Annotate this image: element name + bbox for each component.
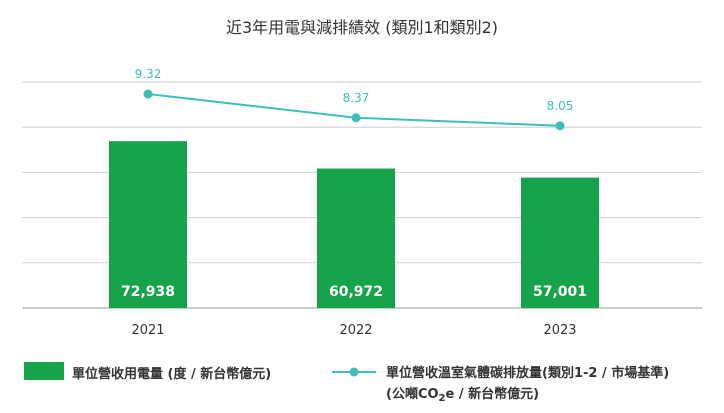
legend-line-marker [349,367,359,377]
legend-line-label-unit: (公噸CO2e / 新台幣億元) [386,387,540,404]
line-value-label: 8.37 [343,91,370,105]
line-value-label: 8.05 [547,99,574,113]
legend-bar-label: 單位營收用電量 (度 / 新台幣億元) [72,367,272,382]
legend-line-label: 單位營收溫室氣體碳排放量(類別1-2 / 市場基準) [386,366,670,381]
line-point-2023 [555,121,565,131]
legend-bar-swatch [24,362,64,380]
bar-value-label: 60,972 [329,284,383,300]
bar-2021 [109,141,187,308]
chart-title: 近3年用電與減排績效 (類別1和類別2) [225,18,499,37]
bar-2023 [521,177,599,308]
x-tick-label: 2022 [339,323,372,338]
line-point-2021 [143,89,153,99]
x-tick-label: 2021 [131,323,164,338]
line-value-label: 9.32 [135,67,162,81]
x-tick-label: 2023 [543,323,576,338]
chart-plot-area: 72,938 60,972 57,001 2021 2022 2023 9.32 8.37 8.… [22,67,702,338]
legend-line-swatch [332,367,376,377]
bar-value-label: 57,001 [533,284,587,300]
bar-2022 [317,168,395,308]
bar-value-label: 72,938 [121,284,175,300]
line-point-2022 [351,113,361,123]
